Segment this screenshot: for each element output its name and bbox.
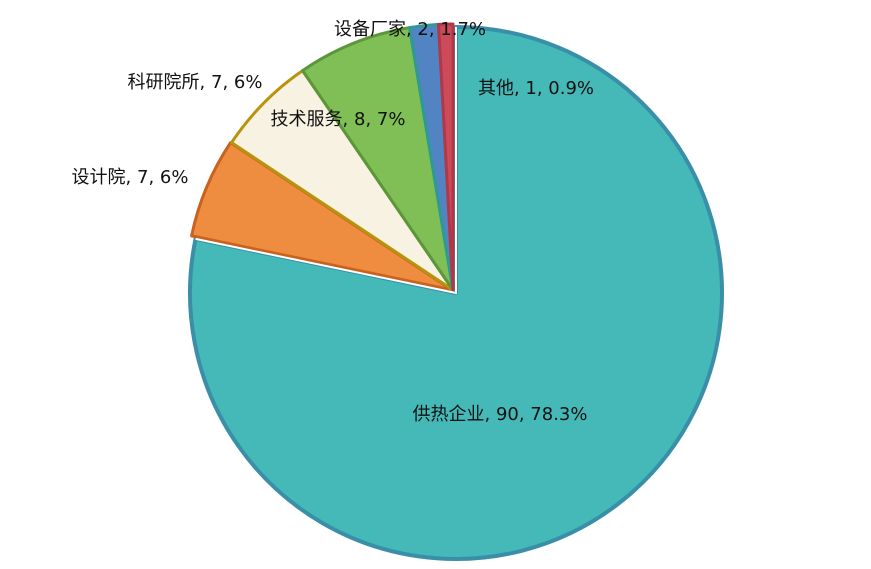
slice-label-0: 供热企业, 90, 78.3% <box>413 404 588 425</box>
pie-slice-5 <box>436 22 455 292</box>
slice-label-4: 设备厂家, 2, 1.7% <box>334 19 486 40</box>
slice-label-1: 设计院, 7, 6% <box>72 167 189 188</box>
pie-slice-3 <box>301 26 455 292</box>
slice-label-3: 技术服务, 8, 7% <box>271 109 406 130</box>
slice-label-2: 科研院所, 7, 6% <box>128 72 263 93</box>
slice-separator <box>195 27 457 295</box>
slice-label-5: 其他, 1, 0.9% <box>478 78 594 99</box>
